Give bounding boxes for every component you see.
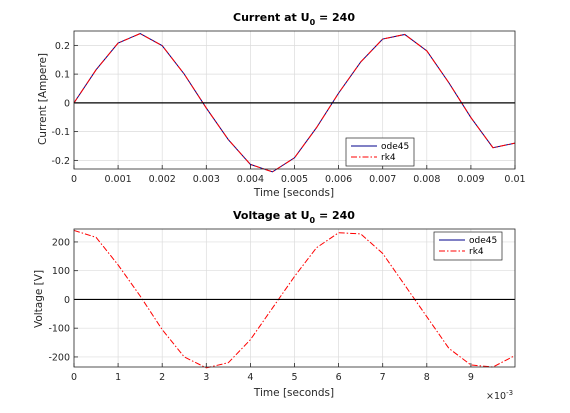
current-chart-legend-box: [345, 137, 415, 167]
voltage-chart-series-rk4: [73, 229, 516, 369]
current-chart-series-rk4: [73, 33, 516, 173]
voltage-chart-legend-label-ode45: ode45: [469, 236, 497, 246]
voltage-chart-xtick-label: 1: [115, 372, 121, 383]
current-chart-xtick-label: 0.008: [413, 174, 440, 185]
voltage-chart-title: Voltage at U0 = 240: [233, 209, 355, 225]
voltage-chart-ytick-label: 200: [52, 237, 70, 248]
current-chart-xtick-label: 0.01: [504, 174, 525, 185]
current-chart-xtick-label: 0.006: [325, 174, 352, 185]
voltage-chart-legend-label-rk4: rk4: [469, 247, 484, 257]
voltage-chart-xlabel: Time [seconds]: [253, 387, 334, 399]
current-chart-xtick-label: 0.002: [149, 174, 176, 185]
voltage-chart-xtick-label: 4: [247, 372, 253, 383]
voltage-chart-ytick-label: 100: [52, 266, 70, 277]
voltage-chart-xtick-label: 8: [424, 372, 430, 383]
current-chart-xtick-label: 0.007: [369, 174, 396, 185]
voltage-chart-ytick-label: 0: [64, 295, 70, 306]
current-chart-legend-label-rk4: rk4: [381, 153, 396, 163]
current-chart-ytick-label: 0: [64, 98, 70, 109]
current-chart-ytick-label: 0.1: [55, 70, 70, 81]
current-chart-xlabel: Time [seconds]: [253, 187, 334, 199]
current-chart-xtick-label: 0.005: [281, 174, 308, 185]
current-chart-xtick-label: 0.009: [457, 174, 484, 185]
voltage-chart-ylabel: Voltage [V]: [33, 270, 45, 328]
voltage-chart-xtick-label: 9: [468, 372, 474, 383]
current-chart: 0 0.001 0.002 0.003 0.004 0.005 0.006 0.007 0.00…: [37, 11, 526, 199]
voltage-chart-xtick-label: 2: [159, 372, 165, 383]
voltage-chart-x-multiplier: ×10-3: [486, 389, 513, 402]
voltage-chart-xtick-label: 0: [71, 372, 77, 383]
current-chart-xtick-label: 0.003: [193, 174, 220, 185]
voltage-chart-frame: [73, 228, 516, 368]
voltage-chart-ytick-label: -200: [48, 352, 70, 363]
current-chart-axes: 0 0.001 0.002 0.003 0.004 0.005 0.006 0.007 0.00…: [51, 30, 526, 185]
current-chart-xtick-label: 0.001: [104, 174, 131, 185]
current-chart-ytick-label: 0.2: [55, 41, 70, 52]
current-chart-title: Current at U0 = 240: [233, 11, 355, 27]
current-chart-ytick-label: -0.2: [51, 156, 70, 167]
voltage-chart-ytick-label: -100: [48, 324, 70, 335]
voltage-chart-legend-box: [433, 231, 503, 261]
current-chart-xtick-label: 0.004: [237, 174, 264, 185]
voltage-chart-xtick-label: 6: [336, 372, 342, 383]
voltage-chart-xtick-label: 5: [291, 372, 297, 383]
current-chart-ytick-label: -0.1: [51, 127, 70, 138]
current-chart-frame: [73, 30, 516, 170]
current-chart-legend-label-ode45: ode45: [381, 142, 409, 152]
current-chart-xtick-label: 0: [71, 174, 77, 185]
voltage-chart-xtick-label: 7: [380, 372, 386, 383]
current-chart-ylabel: Current [Ampere]: [37, 53, 49, 145]
voltage-chart-xtick-label: 3: [203, 372, 209, 383]
